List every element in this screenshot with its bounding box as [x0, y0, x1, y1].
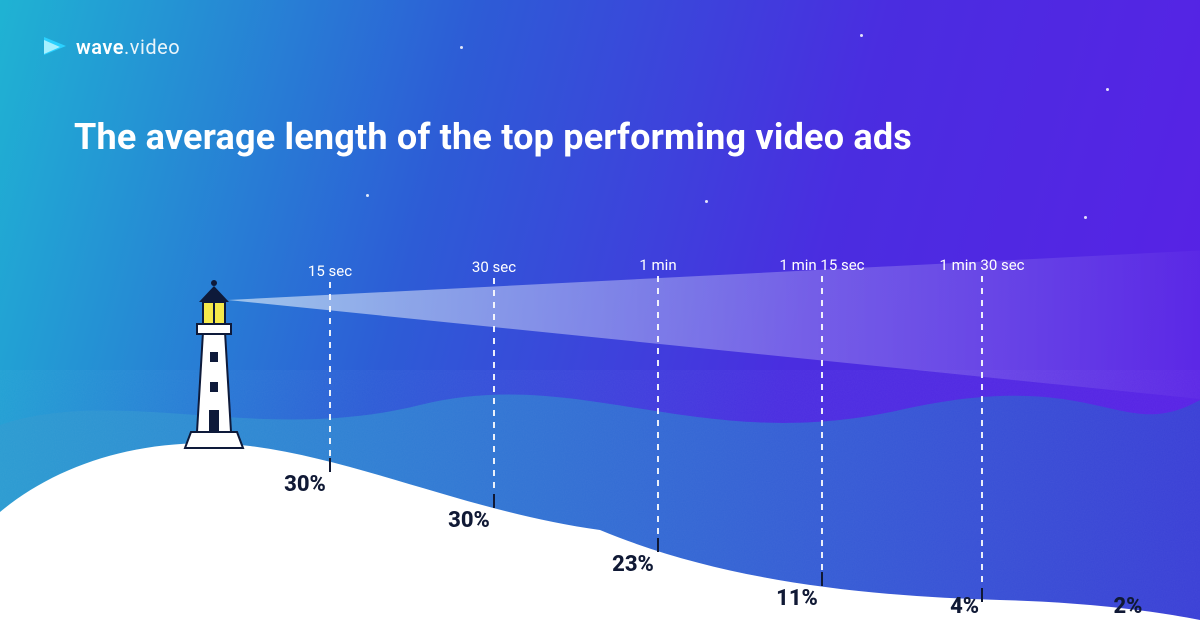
guide-lines-lower — [0, 0, 1200, 635]
star — [1084, 216, 1087, 219]
duration-label: 1 min 15 sec — [779, 256, 864, 274]
infographic-canvas: wave.video The average length of the top… — [0, 0, 1200, 635]
percent-label: 23% — [612, 552, 654, 577]
duration-label: 1 min — [639, 256, 676, 274]
star — [460, 46, 463, 49]
brand-logo: wave.video — [42, 34, 180, 60]
snow-hill — [0, 305, 1200, 635]
percent-label: 11% — [776, 586, 818, 611]
play-icon — [42, 34, 68, 60]
lighthouse-beam — [0, 0, 1200, 635]
percent-label: 30% — [284, 472, 326, 497]
sea-layer — [0, 335, 1200, 635]
chart-title: The average length of the top performing… — [74, 116, 912, 158]
trailing-percent: 2% — [1114, 594, 1143, 619]
duration-label: 1 min 30 sec — [939, 256, 1024, 274]
lighthouse-icon — [179, 272, 249, 452]
star — [705, 200, 708, 203]
brand-name: wave.video — [76, 35, 180, 59]
percent-label: 4% — [950, 594, 979, 619]
guide-lines — [0, 0, 1200, 635]
star — [366, 194, 369, 197]
star — [860, 34, 863, 37]
duration-label: 30 sec — [472, 258, 516, 276]
star — [1106, 88, 1109, 91]
duration-label: 15 sec — [308, 262, 352, 280]
percent-label: 30% — [448, 508, 490, 533]
